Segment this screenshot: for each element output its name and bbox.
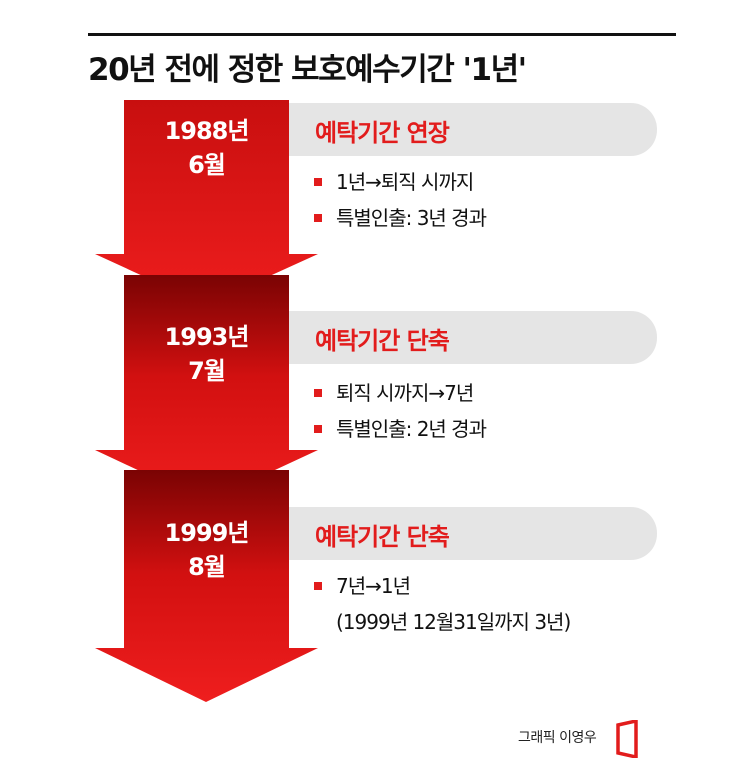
list-item-note: (1999년 12월31일까지 3년) — [336, 610, 571, 634]
bullet-icon — [314, 178, 322, 186]
top-rule — [88, 33, 676, 36]
step-items: 1년→퇴직 시까지 특별인출: 3년 경과 — [314, 164, 487, 236]
step-heading: 예탁기간 연장 — [315, 119, 450, 147]
publisher-logo-icon — [616, 720, 638, 758]
list-item: 1년→퇴직 시까지 — [314, 164, 486, 200]
arrow-segment-2 — [95, 275, 318, 502]
date-month: 8월 — [188, 553, 226, 581]
bullet-icon — [314, 214, 322, 222]
date-year: 1988년 — [164, 117, 250, 145]
bullet-icon — [314, 389, 322, 397]
step-date-1993: 1993년 7월 — [124, 320, 289, 388]
date-year: 1999년 — [164, 519, 250, 547]
credit-label: 그래픽 이영우 — [518, 730, 597, 746]
page-title: 20년 전에 정한 보호예수기간 '1년' — [88, 52, 527, 88]
step-heading: 예탁기간 단축 — [315, 523, 450, 551]
list-item: 퇴직 시까지→7년 — [314, 375, 486, 411]
list-item: 특별인출: 2년 경과 — [314, 411, 487, 447]
arrow-segment-1 — [95, 100, 318, 305]
bullet-icon — [314, 425, 322, 433]
step-date-1988: 1988년 6월 — [124, 114, 289, 182]
step-heading-bar: 예탁기간 단축 — [289, 311, 657, 364]
step-heading-bar: 예탁기간 연장 — [289, 103, 657, 156]
step-date-1999: 1999년 8월 — [124, 516, 289, 584]
arrow-segment-3 — [95, 470, 318, 702]
date-month: 7월 — [188, 357, 226, 385]
list-item: 7년→1년 — [314, 568, 570, 604]
bullet-icon — [314, 582, 322, 590]
date-year: 1993년 — [164, 323, 250, 351]
date-month: 6월 — [188, 151, 226, 179]
step-heading: 예탁기간 단축 — [315, 327, 450, 355]
step-items: 퇴직 시까지→7년 특별인출: 2년 경과 — [314, 375, 487, 447]
step-heading-bar: 예탁기간 단축 — [289, 507, 657, 560]
step-items: 7년→1년 (1999년 12월31일까지 3년) — [314, 568, 571, 640]
list-item: 특별인출: 3년 경과 — [314, 200, 487, 236]
